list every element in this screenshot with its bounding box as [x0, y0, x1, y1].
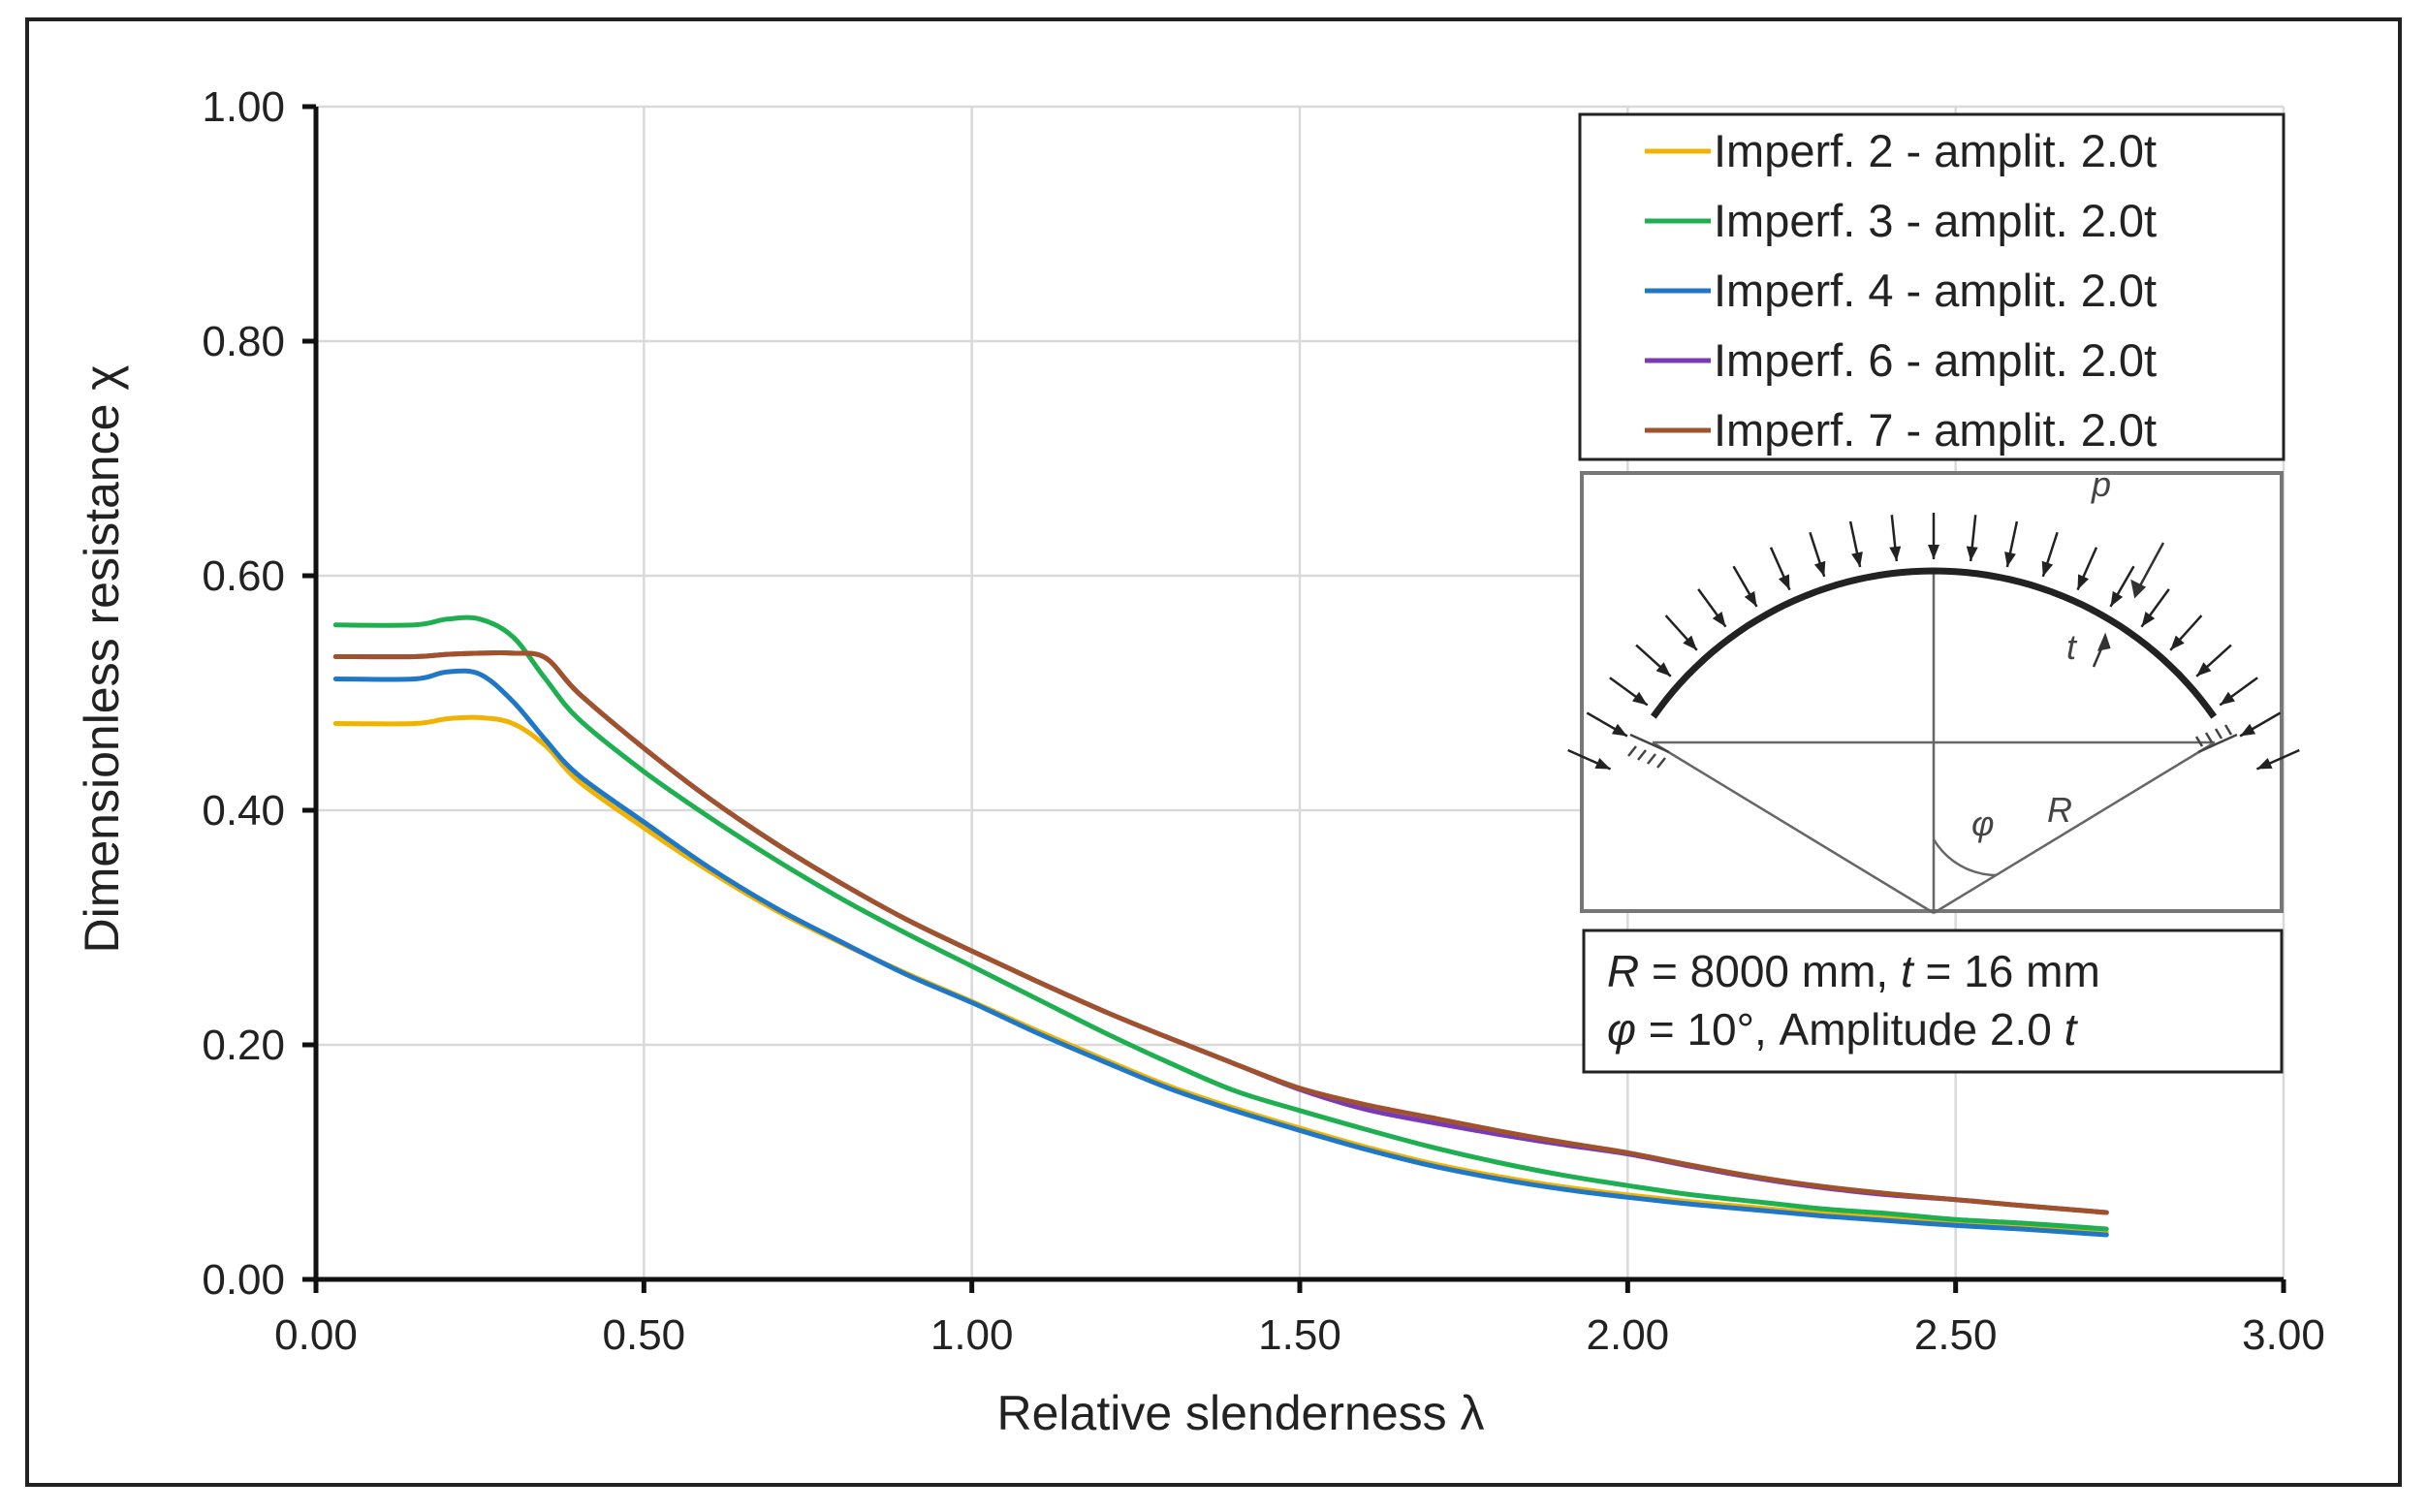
pressure-arrow-icon: [1664, 614, 1698, 651]
legend-label-5: Imperf. 7 - amplit. 2.0t: [1714, 404, 2157, 456]
param-r-symbol: R: [1607, 946, 1639, 996]
x-tick-label: 0.00: [274, 1311, 358, 1359]
param-amp-symbol: t: [2065, 1004, 2079, 1055]
x-tick-label: 0.50: [603, 1311, 686, 1359]
support-left-icon: [1627, 733, 1670, 769]
pressure-arrow-icon: [2109, 565, 2135, 608]
legend-label-2: Imperf. 3 - amplit. 2.0t: [1714, 195, 2157, 246]
x-tick-label: 1.50: [1258, 1311, 1341, 1359]
angle-arc: [1932, 838, 1998, 877]
legend-label-4: Imperf. 6 - amplit. 2.0t: [1714, 334, 2157, 386]
diagram-label-t: t: [2066, 627, 2078, 667]
pressure-label-arrow-icon: [2130, 542, 2165, 599]
y-tick-label: 0.40: [202, 787, 285, 835]
y-tick-labels: 0.00 0.20 0.40 0.60 0.80 1.00: [202, 83, 285, 1304]
series-line-5: [332, 649, 2109, 1215]
pressure-arrow-icon: [2004, 520, 2019, 568]
pressure-arrow-icon: [2041, 531, 2059, 578]
param-r-value: = 8000 mm,: [1639, 946, 1901, 996]
param-phi-symbol: φ: [1607, 1004, 1636, 1055]
param-phi-value: = 10°, Amplitude 2.0: [1636, 1004, 2065, 1055]
pressure-arrow-icon: [1769, 547, 1791, 591]
pressure-arrows: [1567, 513, 2300, 771]
pressure-arrow-icon: [1697, 588, 1727, 628]
param-t-value: = 16 mm: [1913, 946, 2100, 996]
pressure-arrow-icon: [2076, 547, 2098, 591]
x-tick-label: 3.00: [2242, 1311, 2325, 1359]
diagram-frame: [1580, 471, 2284, 913]
pressure-arrow-icon: [2195, 644, 2232, 677]
x-tick-label: 2.50: [1914, 1311, 1998, 1359]
pressure-arrow-icon: [2255, 748, 2300, 771]
legend-box: [1578, 112, 2285, 461]
pressure-arrow-icon: [2239, 711, 2282, 738]
chart-frame: [25, 17, 2402, 1487]
param-t-symbol: t: [1901, 946, 1915, 996]
arch-curve: [1650, 567, 2218, 719]
pressure-arrow-icon: [1809, 531, 1826, 578]
parameters-box: R = 8000 mm, t = 16 mm φ = 10°, Amplitud…: [1582, 929, 2284, 1074]
x-tick-label: 1.00: [930, 1311, 1014, 1359]
parameters-line-1: R = 8000 mm, t = 16 mm: [1607, 946, 2100, 996]
y-tick-label: 1.00: [202, 83, 285, 131]
pressure-arrow-icon: [1609, 677, 1649, 707]
pressure-arrow-icon: [1567, 748, 1612, 771]
diagram-label-phi: φ: [1971, 803, 1994, 843]
radius-line-right: [1933, 740, 2216, 915]
pressure-arrow-icon: [2219, 677, 2258, 707]
pressure-arrow-icon: [1928, 513, 1939, 559]
y-axis-title: Dimensionless resistance χ: [75, 364, 129, 953]
parameters-line-2: φ = 10°, Amplitude 2.0 t: [1607, 1004, 2079, 1055]
axes: [302, 104, 2286, 1293]
series-lines: [332, 614, 2109, 1238]
y-tick-label: 0.00: [202, 1256, 285, 1304]
y-tick-label: 0.20: [202, 1022, 285, 1069]
pressure-arrow-icon: [1848, 520, 1863, 568]
thickness-marker-icon: [2092, 632, 2111, 668]
radius-line-left: [1652, 740, 1935, 915]
pressure-arrow-icon: [1586, 711, 1628, 738]
pressure-arrow-icon: [2140, 588, 2170, 628]
support-right-icon: [2194, 724, 2238, 754]
parameters-frame: [1582, 929, 2284, 1074]
arch-diagram: p t φ R: [1567, 464, 2300, 915]
legend-items: Imperf. 2 - amplit. 2.0t Imperf. 3 - ampl…: [1645, 125, 2157, 456]
series-line-2: [332, 614, 2109, 1232]
x-tick-label: 2.00: [1587, 1311, 1670, 1359]
pressure-arrow-icon: [1635, 644, 1672, 677]
pressure-arrow-icon: [2169, 614, 2203, 651]
pressure-arrow-icon: [1889, 515, 1902, 562]
x-tick-labels: 0.00 0.50 1.00 1.50 2.00 2.50 3.00: [274, 1311, 2325, 1359]
legend-label-1: Imperf. 2 - amplit. 2.0t: [1714, 125, 2157, 176]
legend: Imperf. 2 - amplit. 2.0t Imperf. 3 - ampl…: [1578, 112, 2285, 461]
diagram-label-r: R: [2047, 790, 2072, 830]
pressure-arrow-icon: [1966, 515, 1978, 562]
y-tick-label: 0.80: [202, 318, 285, 365]
diagram-label-p: p: [2091, 464, 2111, 504]
legend-label-3: Imperf. 4 - amplit. 2.0t: [1714, 265, 2157, 316]
x-axis-title: Relative slenderness λ: [996, 1386, 1484, 1440]
pressure-arrow-icon: [1732, 565, 1758, 608]
y-tick-label: 0.60: [202, 552, 285, 600]
series-line-3: [332, 668, 2109, 1238]
